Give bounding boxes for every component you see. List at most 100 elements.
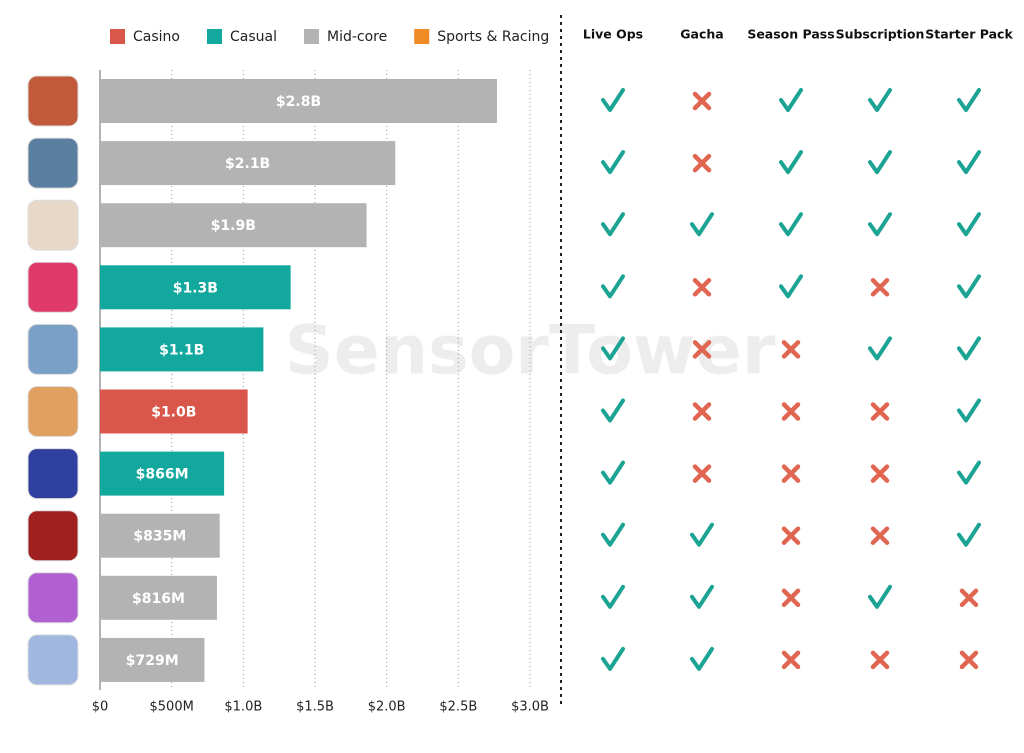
check-mark [868, 212, 892, 237]
check-mark [601, 522, 625, 547]
cross-mark [781, 650, 801, 670]
column-header: Starter Pack [925, 27, 1013, 42]
x-tick-label: $3.0B [511, 700, 549, 715]
cross-mark [870, 278, 890, 297]
check-mark [601, 150, 625, 175]
bar [100, 265, 291, 310]
app-icon [27, 634, 79, 686]
check-mark [601, 584, 625, 609]
check-mark [601, 274, 625, 299]
check-mark [868, 88, 892, 112]
check-mark [779, 88, 803, 112]
cross-mark [870, 650, 890, 670]
cross-mark [781, 402, 801, 421]
legend-label: Sports & Racing [437, 29, 549, 45]
check-mark [868, 150, 892, 175]
check-mark [601, 88, 625, 112]
bar [100, 141, 396, 186]
x-tick-label: $1.0B [224, 700, 262, 715]
check-mark [601, 460, 625, 485]
bar [100, 389, 248, 434]
check-mark [779, 212, 803, 237]
check-mark [601, 336, 625, 361]
app-icon [27, 510, 79, 562]
check-mark [690, 522, 714, 547]
check-mark [957, 460, 981, 485]
value-label: $2.1B [225, 156, 270, 172]
column-header: Subscription [836, 27, 925, 42]
check-mark [690, 212, 714, 237]
legend-swatch [303, 29, 319, 44]
app-icon [27, 261, 79, 313]
check-mark [957, 150, 981, 175]
value-label: $2.8B [276, 94, 321, 110]
bar [100, 451, 225, 496]
check-mark [601, 646, 625, 671]
column-header: Gacha [680, 27, 723, 42]
x-tick-label: $1.5B [296, 700, 334, 715]
value-label: $1.1B [159, 342, 204, 358]
app-icon [27, 137, 79, 189]
check-mark [601, 212, 625, 237]
x-tick-label: $500M [150, 700, 194, 715]
check-mark [868, 584, 892, 609]
value-label: $1.3B [173, 280, 218, 296]
cross-mark [870, 526, 890, 545]
column-header: Season Pass [747, 27, 834, 42]
legend-label: Casino [133, 29, 180, 45]
value-label: $1.9B [211, 218, 256, 234]
cross-mark [692, 153, 712, 173]
check-mark [957, 88, 981, 112]
legend-label: Mid-core [327, 29, 387, 45]
app-icon [27, 386, 79, 437]
bar [100, 637, 205, 682]
cross-mark [870, 402, 890, 421]
cross-mark [870, 464, 890, 483]
bar [100, 575, 217, 620]
check-mark [601, 398, 625, 423]
cross-mark [692, 278, 712, 297]
value-label: $1.0B [151, 405, 196, 421]
check-mark [957, 212, 981, 237]
check-mark [690, 584, 714, 609]
legend-label: Casual [230, 29, 277, 45]
app-icon [27, 572, 79, 624]
check-mark [868, 336, 892, 361]
value-label: $866M [136, 467, 189, 483]
cross-mark [692, 91, 712, 111]
bar [100, 327, 264, 372]
value-label: $729M [126, 653, 179, 669]
value-label: $816M [132, 591, 185, 607]
app-icon [27, 75, 79, 127]
cross-mark [781, 588, 801, 608]
x-tick-label: $2.0B [368, 700, 406, 715]
cross-mark [959, 650, 979, 670]
cross-mark [692, 402, 712, 421]
cross-mark [781, 526, 801, 545]
cross-mark [692, 340, 712, 359]
check-mark [690, 646, 714, 671]
check-mark [957, 522, 981, 547]
legend-swatch [414, 29, 430, 44]
bar [100, 203, 367, 248]
check-mark [957, 336, 981, 361]
x-tick-label: $0 [92, 700, 109, 715]
bar [100, 513, 220, 558]
legend-swatch [110, 29, 125, 44]
column-header: Live Ops [583, 27, 643, 42]
app-icon [27, 199, 79, 251]
check-mark [957, 274, 981, 299]
cross-mark [781, 340, 801, 359]
watermark: SensorTower [285, 312, 776, 391]
bar [100, 79, 498, 123]
check-mark [957, 398, 981, 423]
cross-mark [692, 464, 712, 483]
value-label: $835M [133, 529, 186, 545]
legend-swatch [206, 29, 222, 44]
app-icon [27, 323, 79, 375]
cross-mark [781, 464, 801, 483]
check-mark [779, 150, 803, 175]
check-mark [779, 274, 803, 299]
